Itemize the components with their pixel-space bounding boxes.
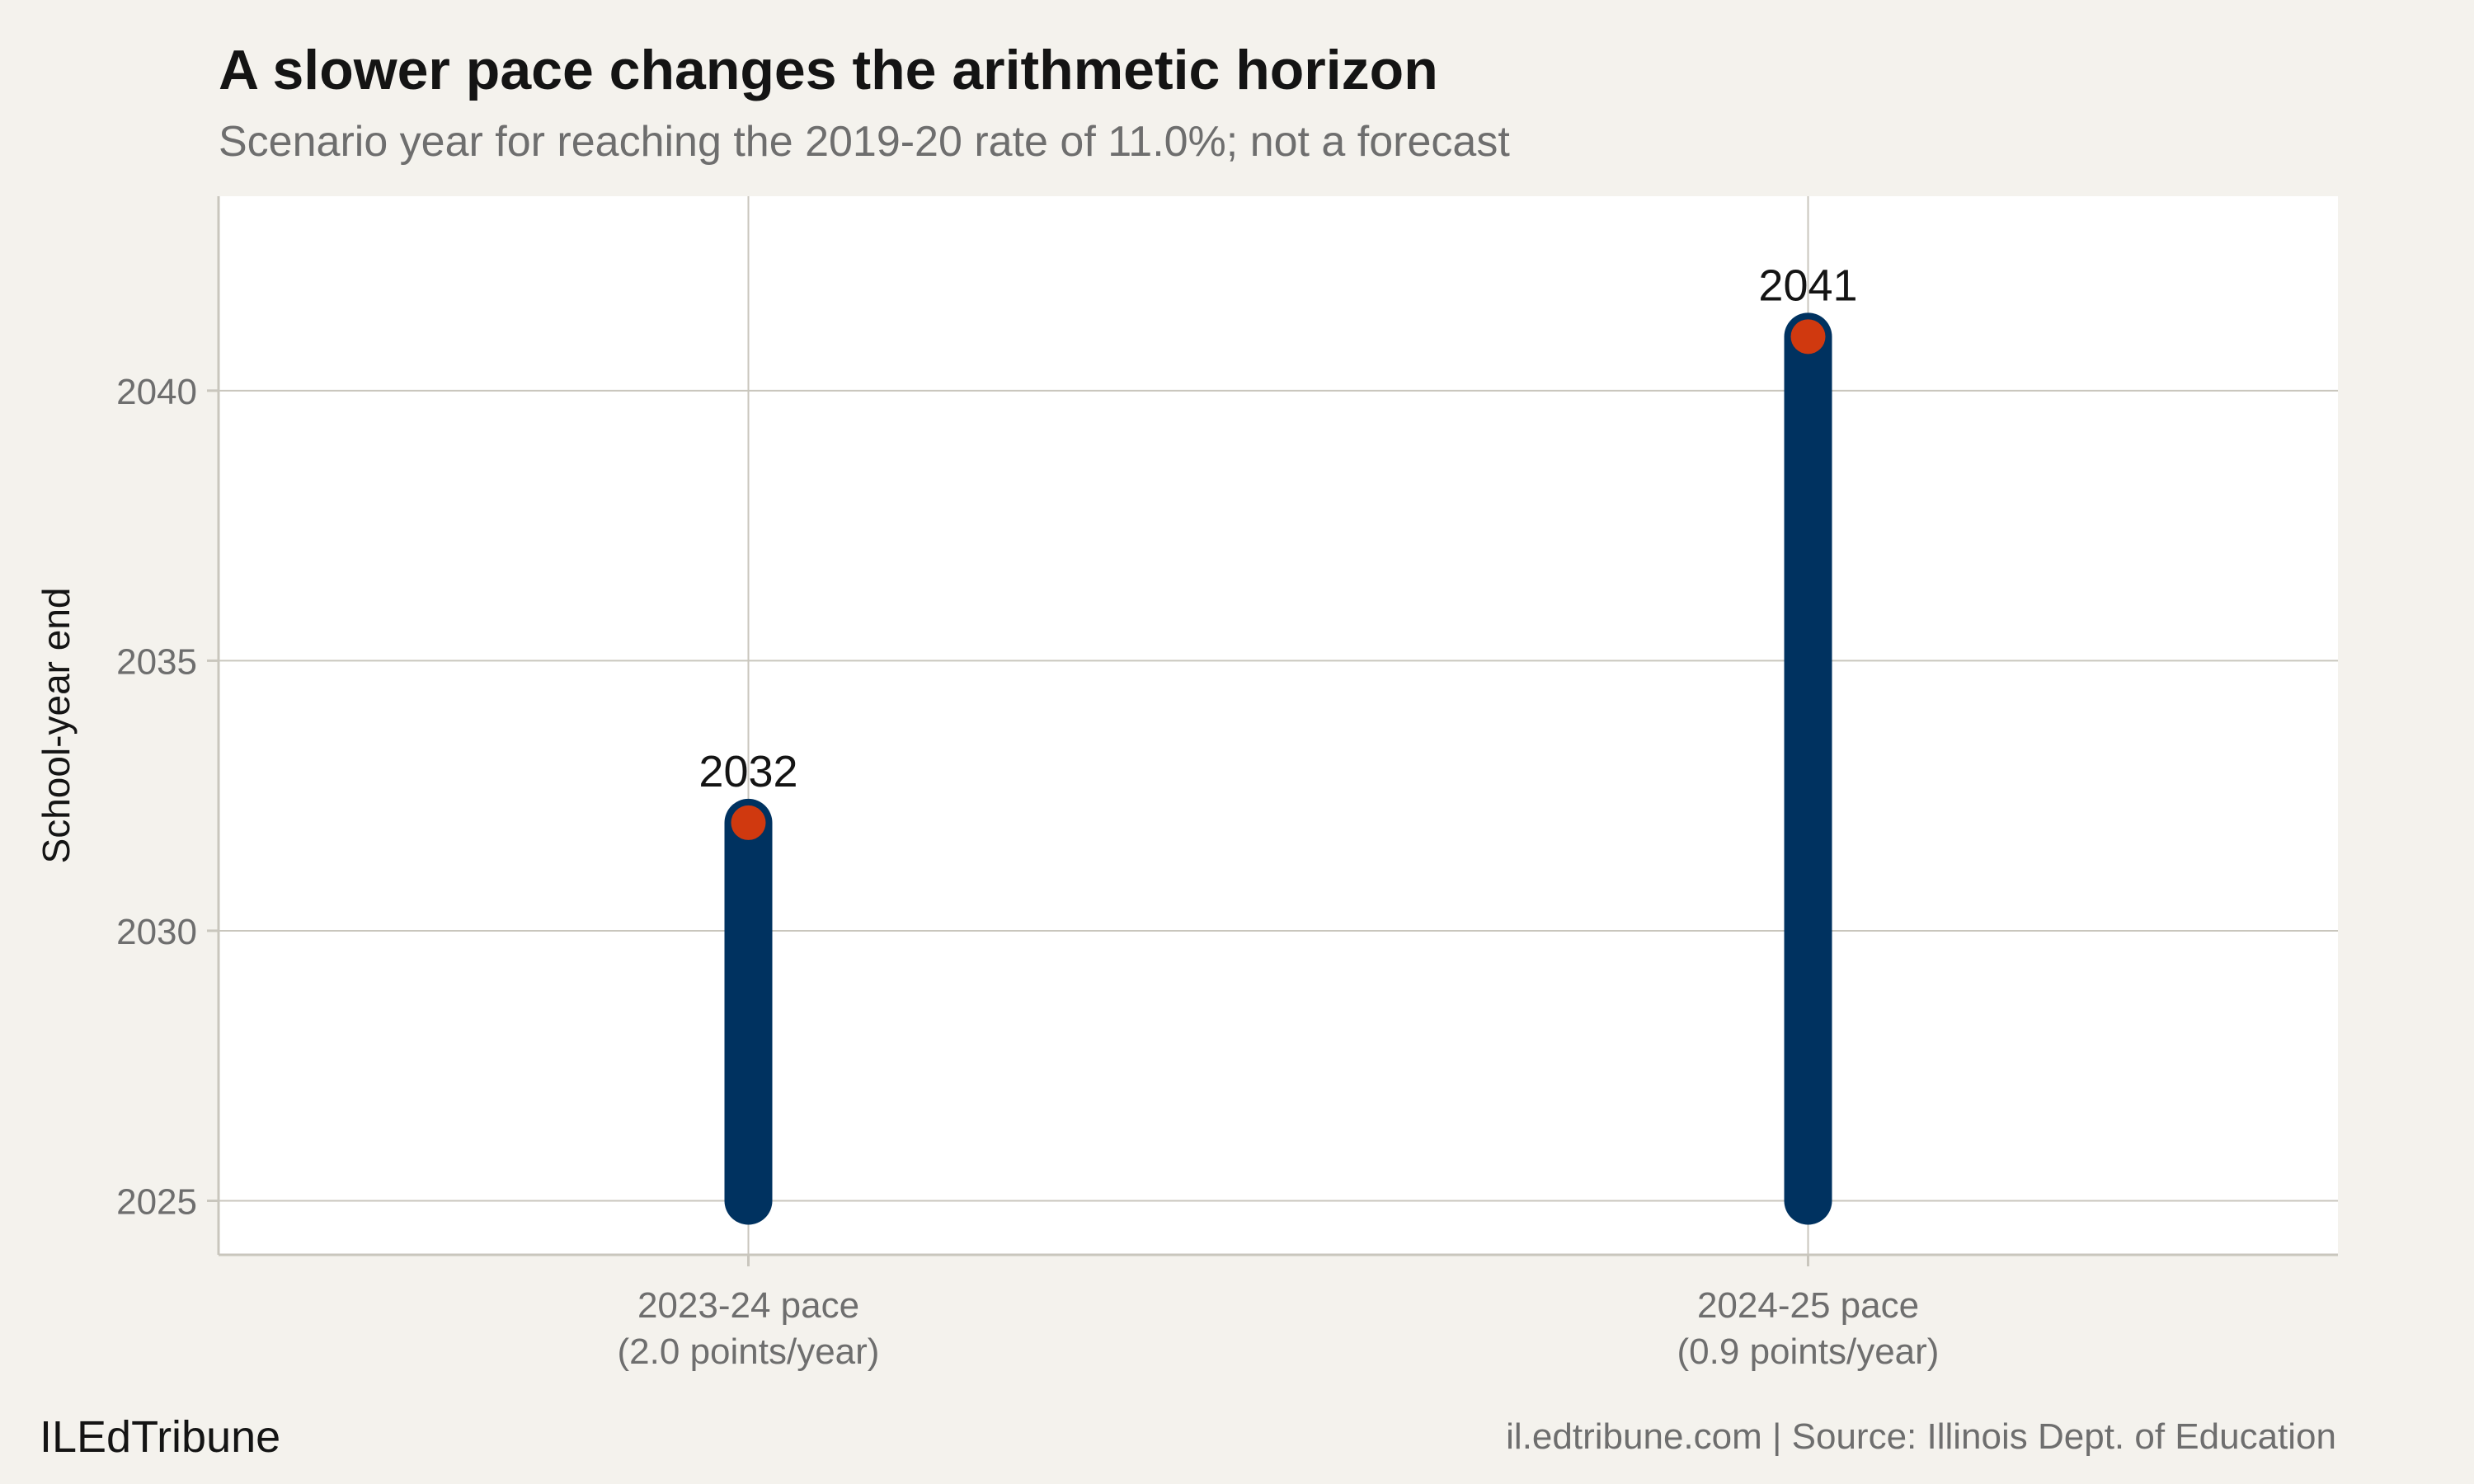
y-tick-labels: 2025 2030 2035 2040 (116, 372, 219, 1222)
data-label-0: 2032 (698, 747, 797, 796)
data-label-layer: 2032 2041 (698, 261, 1857, 796)
endpoint-marker-1 (1790, 319, 1826, 355)
data-label-1: 2041 (1758, 261, 1857, 310)
y-tick-label-2025: 2025 (116, 1181, 197, 1222)
x-tick-labels: 2023-24 pace (2.0 points/year) 2024-25 pac… (618, 1255, 1940, 1372)
endpoint-marker-0 (731, 805, 766, 840)
chart-title: A slower pace changes the arithmetic hor… (219, 39, 1438, 101)
x-tick-label-0: 2023-24 pace (2.0 points/year) (618, 1285, 880, 1372)
plot-panel (219, 196, 2338, 1255)
brand-logo-text: ILEdTribune (40, 1412, 281, 1462)
y-tick-label-2040: 2040 (116, 372, 197, 412)
x-tick-label-1: 2024-25 pace (0.9 points/year) (1677, 1285, 1940, 1372)
bar-layer (724, 312, 1832, 1225)
y-axis-label: School-year end (35, 588, 78, 864)
y-tick-label-2035: 2035 (116, 641, 197, 682)
y-tick-label-2030: 2030 (116, 912, 197, 952)
chart-subtitle: Scenario year for reaching the 2019-20 r… (219, 118, 1510, 166)
source-credit: il.edtribune.com | Source: Illinois Dept… (1506, 1416, 2336, 1457)
